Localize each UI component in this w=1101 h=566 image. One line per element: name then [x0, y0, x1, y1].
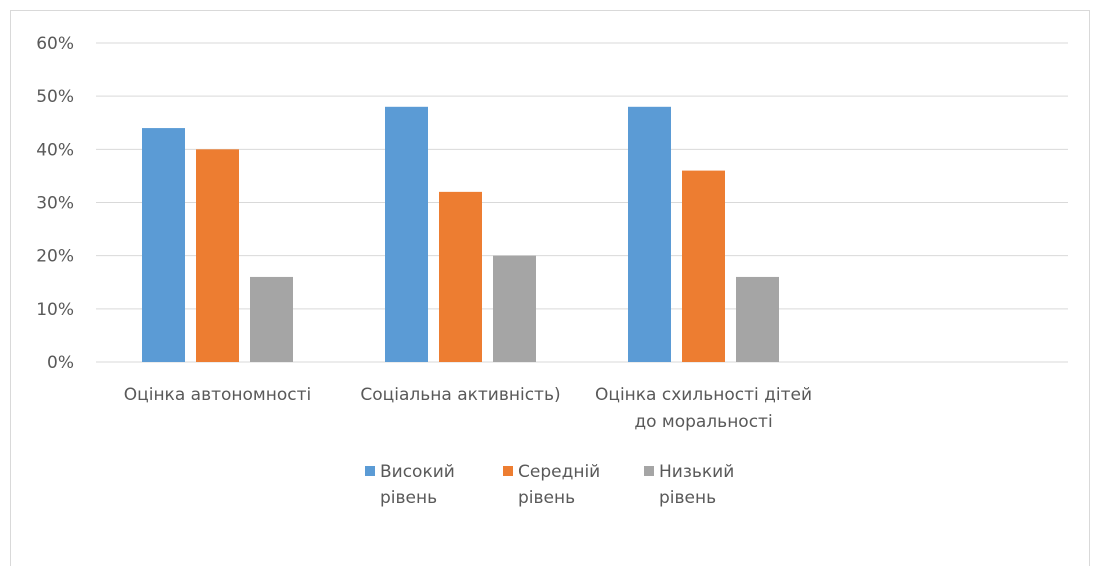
x-category-label: до моральності — [634, 412, 772, 432]
y-tick-label: 0% — [47, 353, 74, 373]
bars — [142, 106, 779, 362]
legend-swatch — [503, 466, 513, 476]
x-axis-labels: Оцінка автономності Соціальна активність)… — [124, 385, 812, 432]
y-tick-label: 60% — [36, 34, 74, 54]
y-tick-label: 20% — [36, 247, 74, 267]
y-tick-label: 10% — [36, 300, 74, 320]
y-tick-label: 40% — [36, 140, 74, 160]
y-tick-label: 30% — [36, 194, 74, 214]
legend-label: Високий — [380, 462, 455, 482]
bar — [142, 128, 185, 362]
legend: Високий рівень Середній рівень Низький рівень — [365, 462, 734, 508]
y-tick-label: 50% — [36, 87, 74, 107]
gridlines — [96, 42, 1068, 363]
x-category-label: Оцінка автономності — [124, 385, 311, 405]
bar — [493, 255, 536, 362]
legend-swatch — [644, 466, 654, 476]
bar — [196, 149, 239, 362]
legend-label: Середній — [518, 462, 600, 482]
bar — [250, 276, 293, 362]
bar — [736, 276, 779, 362]
legend-label: рівень — [518, 488, 575, 508]
bar — [439, 191, 482, 362]
x-category-label: Соціальна активність) — [360, 385, 560, 405]
bar — [385, 106, 428, 362]
y-axis-ticks: 0% 10% 20% 30% 40% 50% 60% — [36, 34, 74, 373]
legend-swatch — [365, 466, 375, 476]
x-category-label: Оцінка схильності дітей — [595, 385, 812, 405]
bar — [628, 106, 671, 362]
bar — [682, 170, 725, 362]
legend-label: рівень — [380, 488, 437, 508]
chart-frame — [10, 10, 1090, 566]
legend-label: Низький — [659, 462, 734, 482]
legend-label: рівень — [659, 488, 716, 508]
